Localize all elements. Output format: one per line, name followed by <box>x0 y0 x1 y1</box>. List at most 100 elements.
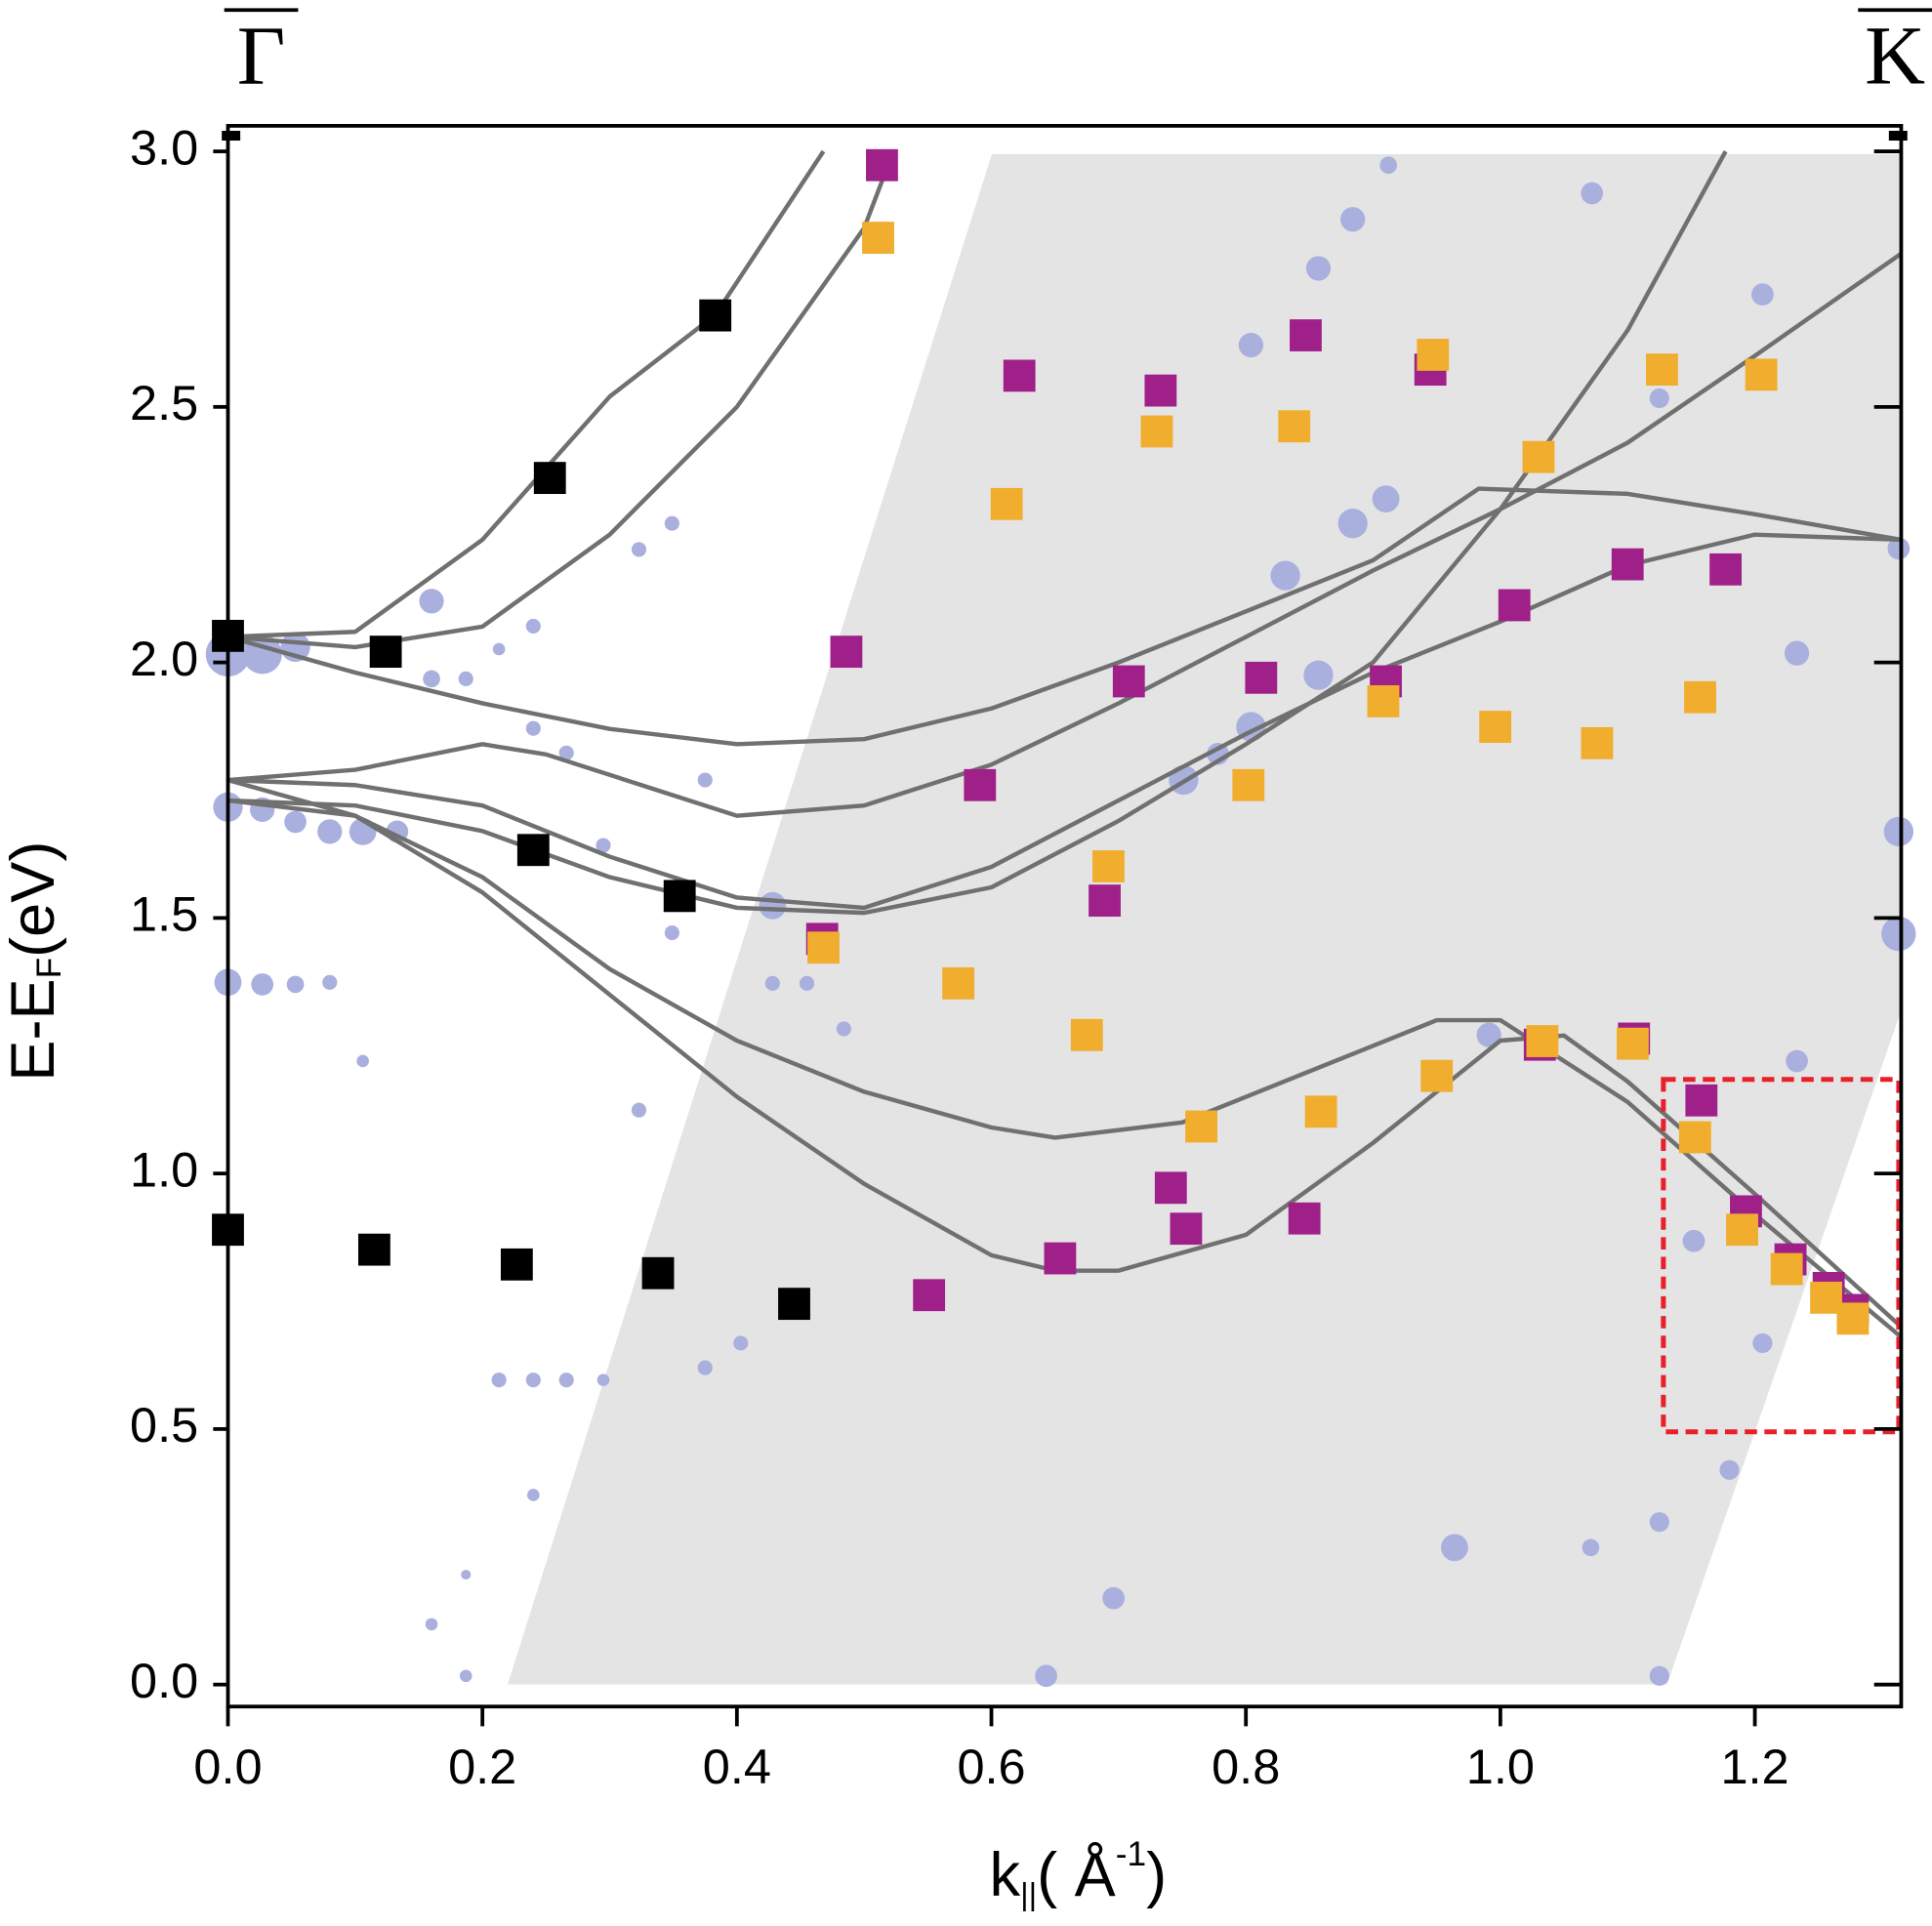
data-square <box>964 768 997 801</box>
data-square <box>1617 1027 1649 1060</box>
band-weight-dot <box>1270 560 1300 591</box>
data-square <box>1044 1242 1077 1275</box>
data-square <box>807 931 840 964</box>
band-weight-dot <box>1379 156 1398 175</box>
band-weight-dot <box>631 542 647 557</box>
band-weight-dot <box>1582 1538 1600 1557</box>
data-square <box>1684 680 1716 714</box>
band-weight-dot <box>1649 388 1669 409</box>
data-square <box>1003 359 1036 392</box>
band-weight-dot <box>492 642 506 656</box>
band-weight-dot <box>356 1054 369 1068</box>
band-weight-dot <box>1887 537 1911 560</box>
data-square <box>1685 1084 1718 1117</box>
data-square <box>1522 440 1555 473</box>
data-square <box>1112 665 1145 698</box>
data-square <box>1170 1212 1203 1246</box>
band-weight-dot <box>1340 207 1366 232</box>
band-weight-dot <box>525 720 541 736</box>
y-tick-label: 0.5 <box>130 1397 198 1453</box>
band-weight-dot <box>1305 256 1332 281</box>
x-tick-label: 0.8 <box>1212 1739 1280 1794</box>
data-square <box>1140 415 1173 448</box>
x-label-close: ) <box>1146 1841 1167 1909</box>
band-weight-dot <box>1581 182 1604 205</box>
band-weight-dot <box>525 618 541 635</box>
band-weight-dot <box>1035 1664 1057 1688</box>
data-square <box>1417 339 1450 371</box>
x-tick-label: 1.2 <box>1720 1739 1788 1794</box>
data-square <box>500 1248 533 1281</box>
band-weight-dot <box>1649 1665 1669 1686</box>
data-square <box>1581 726 1614 759</box>
y-label-unit: (eV) <box>0 841 67 958</box>
x-label-unit: ( Å <box>1037 1841 1116 1909</box>
band-weight-dot <box>284 810 307 834</box>
data-square <box>1420 1059 1454 1092</box>
data-square <box>1290 319 1322 351</box>
band-weight-dot <box>1441 1534 1468 1562</box>
data-square <box>1726 1213 1758 1247</box>
data-square <box>1810 1281 1842 1314</box>
band-line <box>227 532 1902 911</box>
data-square <box>641 1256 675 1290</box>
data-square <box>778 1288 810 1321</box>
band-weight-dot <box>458 671 473 686</box>
data-square <box>1185 1110 1217 1143</box>
plot-area <box>205 148 1916 1688</box>
band-weight-dot <box>1649 1512 1669 1533</box>
band-weight-dot <box>1102 1586 1126 1610</box>
x-tick-label: 0.0 <box>193 1739 262 1794</box>
data-square <box>1245 661 1278 694</box>
x-tick-label: 0.2 <box>448 1739 516 1794</box>
band-weight-dot <box>596 838 611 853</box>
data-square <box>862 222 894 254</box>
band-line <box>227 251 1903 818</box>
band-weight-dot <box>1752 1332 1773 1354</box>
band-weight-dot <box>317 819 343 844</box>
band-weight-dot <box>759 891 787 920</box>
band-weight-dot <box>764 975 780 991</box>
band-line <box>226 486 1902 747</box>
band-weight-dot <box>459 1669 473 1683</box>
band-weight-dot <box>1784 640 1810 666</box>
shaded-region <box>507 153 1902 1685</box>
band-weight-dot <box>799 975 815 991</box>
data-square <box>1646 353 1678 387</box>
band-weight-dot <box>251 973 274 996</box>
data-square <box>1092 850 1125 882</box>
band-line <box>226 777 1903 1329</box>
band-weight-dot <box>526 1489 540 1501</box>
data-square <box>913 1279 946 1312</box>
band-weight-dot <box>664 515 679 531</box>
data-square <box>1678 1121 1711 1154</box>
x-label-main: k <box>990 1841 1021 1909</box>
band-weight-dot <box>1476 1022 1501 1047</box>
data-square <box>1479 711 1512 743</box>
y-tick-label: 2.0 <box>130 631 198 686</box>
x-tick-label: 0.6 <box>957 1739 1025 1794</box>
data-square <box>516 834 550 867</box>
band-weight-dot <box>419 589 444 614</box>
band-line <box>227 150 896 650</box>
band-weight-dot <box>631 1102 647 1118</box>
y-tick-label: 0.0 <box>130 1653 198 1708</box>
band-weight-dot <box>525 1373 541 1388</box>
x-label-sub: || <box>1020 1875 1037 1911</box>
data-square <box>1070 1018 1103 1051</box>
data-square <box>1278 410 1311 443</box>
y-axis-label: E-EF(eV) <box>0 841 68 1082</box>
band-weight-dot <box>286 975 305 994</box>
data-square <box>942 966 975 1000</box>
band-weight-dot <box>697 1360 713 1375</box>
data-square <box>369 635 402 669</box>
band-line <box>227 798 1903 1339</box>
band-weight-dot <box>1238 332 1264 358</box>
data-square <box>1154 1171 1187 1205</box>
y-label-main: E-E <box>0 978 67 1081</box>
band-weight-dot <box>1337 509 1368 539</box>
data-square <box>990 487 1023 520</box>
band-weight-dot <box>423 670 440 688</box>
band-weight-dot <box>1881 916 1916 952</box>
